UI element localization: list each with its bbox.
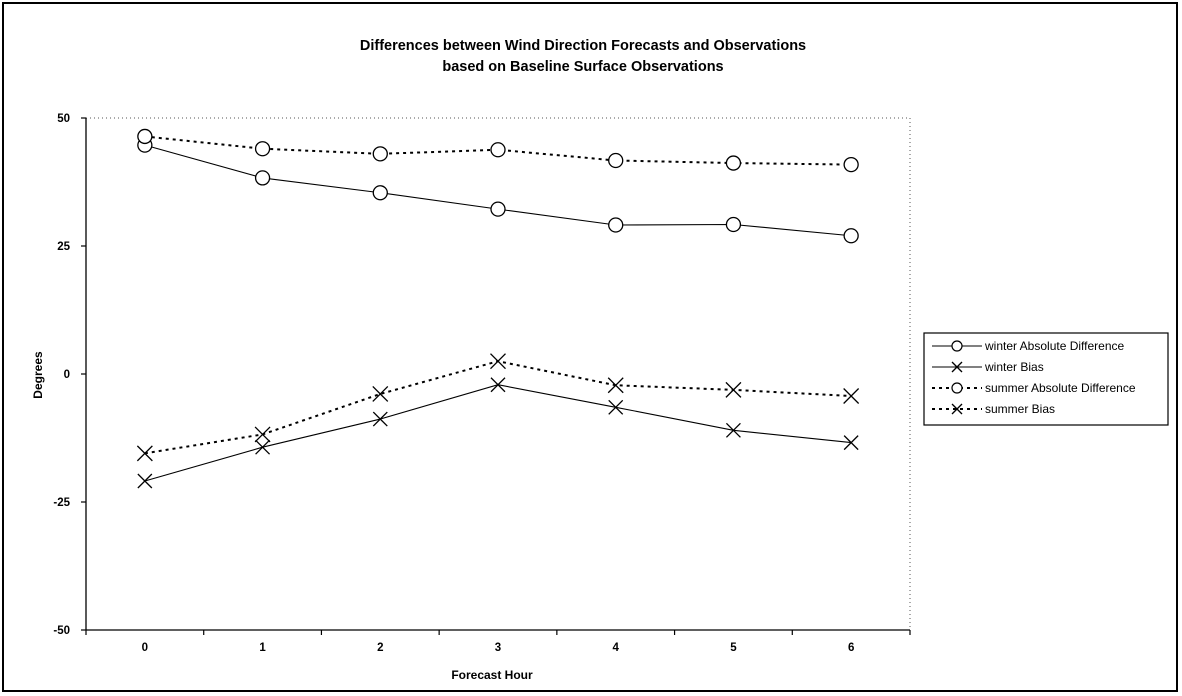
- legend-marker: [951, 403, 963, 415]
- data-point: [607, 377, 624, 394]
- legend: winter Absolute Difference winter Bias sum…: [923, 332, 1169, 426]
- data-point: [254, 141, 271, 157]
- data-point: [843, 228, 859, 244]
- x-tick-label: 2: [377, 642, 383, 654]
- data-point: [725, 216, 742, 233]
- series-winter-bias: [137, 377, 859, 489]
- data-point: [137, 473, 153, 489]
- data-point: [843, 435, 859, 451]
- legend-marker: [951, 382, 963, 394]
- legend-label: summer Bias: [985, 402, 1055, 416]
- series-line: [144, 384, 852, 482]
- legend-marker: [951, 361, 963, 373]
- legend-label: winter Bias: [984, 360, 1044, 374]
- data-point: [254, 426, 271, 443]
- x-tick-label: 0: [142, 642, 148, 654]
- series-line: [144, 144, 852, 237]
- plot-border: [85, 117, 911, 631]
- series-summer-bias: [136, 353, 860, 462]
- data-point: [725, 381, 742, 398]
- data-point: [608, 217, 624, 233]
- x-tick-label: 6: [848, 642, 854, 654]
- data-point: [136, 445, 153, 462]
- legend-marker: [951, 340, 963, 352]
- data-point: [608, 399, 624, 415]
- data-point: [372, 411, 388, 427]
- data-point: [490, 377, 506, 393]
- y-tick-label: 25: [57, 241, 70, 253]
- y-tick-label: -50: [53, 625, 70, 637]
- data-point: [254, 170, 271, 186]
- data-point: [725, 422, 741, 438]
- data-point: [255, 439, 271, 455]
- data-point: [490, 353, 506, 370]
- chart-subtitle: based on Baseline Surface Observations: [442, 59, 723, 75]
- legend-label: winter Absolute Difference: [984, 339, 1125, 353]
- data-point: [725, 155, 742, 171]
- data-point: [490, 201, 506, 217]
- y-axis-label: Degrees: [31, 351, 45, 399]
- x-tick-label: 5: [730, 642, 737, 654]
- y-tick-label: 50: [57, 113, 70, 125]
- data-point: [372, 386, 389, 402]
- data-point: [490, 142, 506, 158]
- data-point: [843, 388, 860, 404]
- legend-label: summer Absolute Difference: [985, 381, 1136, 395]
- x-tick-label: 3: [495, 642, 501, 654]
- plot-area: 50 25 0 -25 -50 0 1 2 3 4 5 6: [53, 113, 911, 654]
- data-point: [843, 156, 859, 173]
- series-summer-absolute-difference: [137, 128, 859, 173]
- y-tick-label: -25: [53, 497, 70, 509]
- y-tick-label: 0: [64, 369, 70, 381]
- chart-title: Differences between Wind Direction Forec…: [360, 38, 806, 54]
- data-point: [137, 128, 153, 145]
- data-point: [372, 146, 388, 162]
- x-tick-label: 1: [259, 642, 266, 654]
- data-point: [372, 185, 388, 201]
- x-tick-label: 4: [613, 642, 620, 654]
- data-point: [608, 152, 624, 169]
- x-axis-label: Forecast Hour: [451, 668, 533, 682]
- legend-box: [923, 332, 1169, 426]
- series-line: [144, 360, 852, 455]
